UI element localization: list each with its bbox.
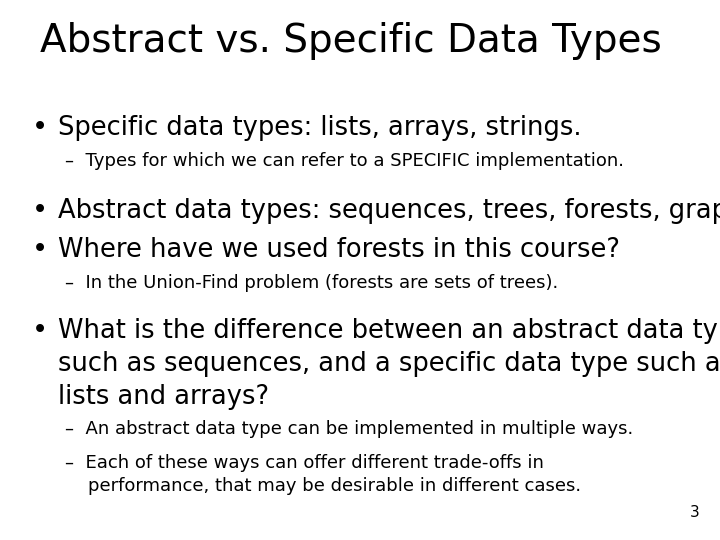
Text: •: • — [32, 237, 48, 263]
Text: •: • — [32, 198, 48, 224]
Text: –  Each of these ways can offer different trade-offs in
    performance, that ma: – Each of these ways can offer different… — [65, 454, 581, 495]
Text: •: • — [32, 318, 48, 344]
Text: •: • — [32, 115, 48, 141]
Text: Abstract data types: sequences, trees, forests, graphs.: Abstract data types: sequences, trees, f… — [58, 198, 720, 224]
Text: What is the difference between an abstract data type
such as sequences, and a sp: What is the difference between an abstra… — [58, 318, 720, 410]
Text: Specific data types: lists, arrays, strings.: Specific data types: lists, arrays, stri… — [58, 115, 582, 141]
Text: 3: 3 — [690, 505, 700, 520]
Text: Where have we used forests in this course?: Where have we used forests in this cours… — [58, 237, 620, 263]
Text: –  In the Union-Find problem (forests are sets of trees).: – In the Union-Find problem (forests are… — [65, 274, 558, 292]
Text: Abstract vs. Specific Data Types: Abstract vs. Specific Data Types — [40, 22, 662, 60]
Text: –  Types for which we can refer to a SPECIFIC implementation.: – Types for which we can refer to a SPEC… — [65, 152, 624, 170]
Text: –  An abstract data type can be implemented in multiple ways.: – An abstract data type can be implement… — [65, 420, 634, 438]
